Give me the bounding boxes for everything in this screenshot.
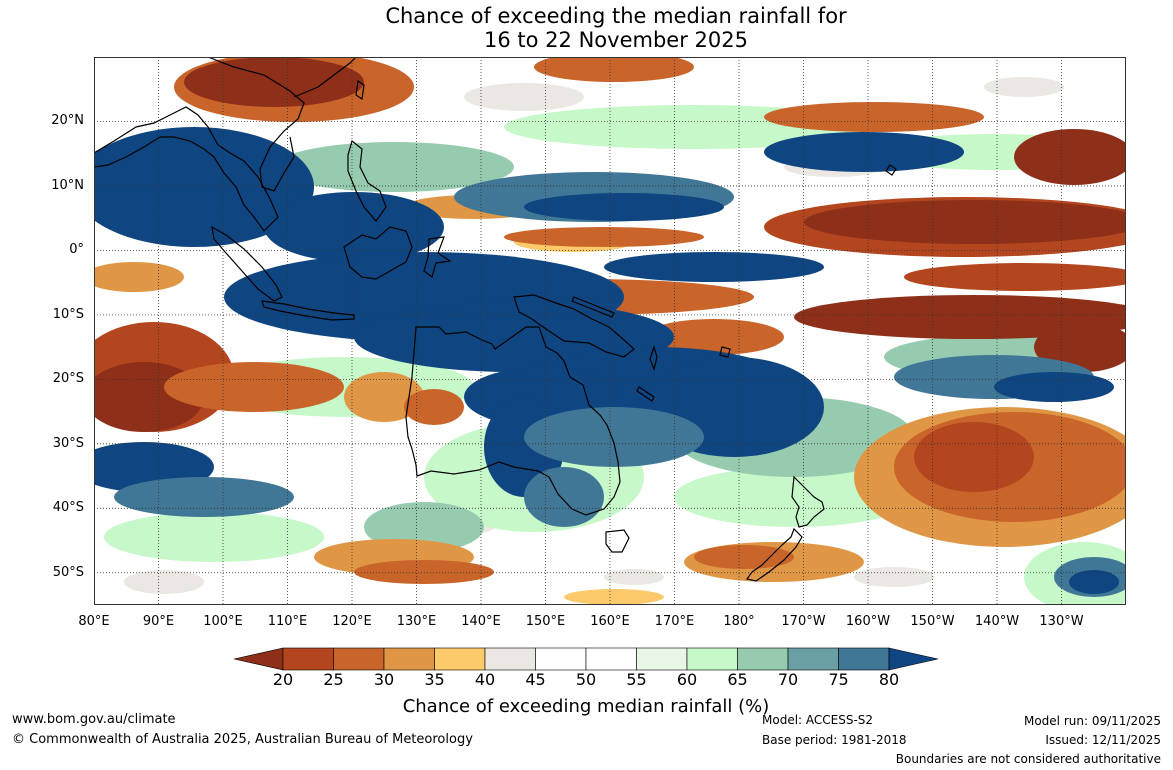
colorbar-title: Chance of exceeding median rainfall (%) — [402, 696, 770, 717]
sumatra-coastline — [211, 225, 283, 302]
colorbar-tick-label: 65 — [727, 670, 748, 689]
dry-patches — [94, 57, 1126, 605]
colorbar-tick-label: 55 — [626, 670, 647, 689]
latitude-label: 10°S — [52, 306, 84, 322]
rainfall-probability-map — [94, 57, 1126, 605]
title-line-2: 16 to 22 November 2025 — [484, 28, 748, 52]
longitude-label: 180° — [723, 614, 755, 629]
coastlines — [94, 57, 897, 582]
latitude-label: 20°N — [51, 113, 84, 129]
latitude-label: 40°S — [52, 500, 84, 516]
longitude-label: 160°E — [590, 614, 630, 629]
longitude-label: 80°E — [78, 614, 110, 629]
longitude-label: 150°E — [525, 614, 566, 629]
colorbar-segment — [484, 647, 536, 671]
longitude-label: 110°E — [267, 614, 308, 629]
base-period: Base period: 1981-2018 — [762, 733, 907, 747]
rainfall-shading — [94, 57, 1126, 605]
latitude-label: 0° — [69, 242, 84, 258]
longitude-label: 160°W — [845, 614, 891, 629]
title-line-1: Chance of exceeding the median rainfall … — [385, 4, 847, 28]
latitude-label: 50°S — [52, 564, 84, 580]
longitude-label: 120°E — [332, 614, 372, 629]
borneo-coastline — [343, 226, 413, 280]
model-run-date: Model run: 09/11/2025 — [1023, 714, 1161, 728]
map-frame — [94, 57, 1126, 605]
longitude-label: 170°E — [654, 614, 695, 629]
colorbar-tick-label: 75 — [828, 670, 849, 689]
colorbar-segment — [636, 647, 688, 671]
indochina-coastline — [207, 57, 305, 192]
colorbar-tick-label: 40 — [474, 670, 496, 689]
colorbar-tick-label: 20 — [272, 670, 294, 689]
longitude-label: 170°W — [781, 614, 826, 629]
sulawesi-coastline — [423, 236, 452, 279]
longitude-label: 90°E — [142, 614, 175, 629]
new-zealand-north-island-coastline — [791, 475, 825, 528]
hawaii-coastline — [885, 164, 897, 176]
new-guinea-coastline — [513, 294, 635, 358]
colorbar-segment — [686, 647, 738, 671]
fiji-coastline — [719, 346, 731, 358]
china-coastline — [293, 57, 357, 98]
colorbar-under-triangle — [233, 647, 284, 671]
colorbar-segment — [333, 647, 385, 671]
latitude-label: 20°S — [52, 371, 84, 387]
latitude-label: 30°S — [52, 435, 84, 451]
colorbar-tick-label: 25 — [323, 670, 344, 689]
vanuatu-coastline — [649, 345, 658, 371]
copyright-text: © Commonwealth of Australia 2025, Austra… — [12, 732, 473, 747]
colorbar — [233, 647, 939, 671]
model-name: Model: ACCESS-S2 — [762, 713, 874, 727]
longitude-label: 130°E — [396, 614, 437, 629]
asia-mainland-coastline — [94, 106, 279, 232]
new-zealand-south-island-coastline — [745, 527, 803, 582]
colorbar-segment — [737, 647, 789, 671]
latitude-label: 10°N — [51, 177, 84, 193]
colorbar-segment — [585, 647, 637, 671]
longitude-label: 140°E — [461, 614, 501, 629]
colorbar-tick-label: 60 — [676, 670, 698, 689]
boundaries-disclaimer: Boundaries are not considered authoritat… — [895, 752, 1161, 766]
colorbar-segment — [838, 647, 890, 671]
colorbar-tick-label: 50 — [575, 670, 597, 689]
new-caledonia-coastline — [636, 386, 655, 402]
colorbar-tick-label: 70 — [777, 670, 799, 689]
longitude-label: 140°W — [974, 614, 1020, 629]
solomon-islands-coastline — [571, 296, 615, 318]
colorbar-segment — [383, 647, 435, 671]
colorbar-segment — [535, 647, 587, 671]
colorbar-tick-label: 80 — [878, 670, 900, 689]
longitude-label: 100°E — [203, 614, 243, 629]
tasmania-coastline — [605, 529, 630, 553]
chart-title: Chance of exceeding the median rainfall … — [0, 4, 1173, 52]
philippines-coastline — [347, 139, 387, 222]
longitude-label: 130°W — [1039, 614, 1084, 629]
australia-coastline — [405, 326, 621, 516]
colorbar-tick-label: 35 — [424, 670, 445, 689]
colorbar-segment — [787, 647, 839, 671]
issued-date: Issued: 12/11/2025 — [1045, 733, 1161, 747]
website-link[interactable]: www.bom.gov.au/climate — [12, 712, 176, 727]
graticule — [94, 57, 1126, 605]
colorbar-segment — [282, 647, 334, 671]
colorbar-tick-label: 45 — [525, 670, 546, 689]
colorbar-tick-label: 30 — [373, 670, 395, 689]
colorbar-segment — [434, 647, 486, 671]
colorbar-over-triangle — [888, 647, 939, 671]
java-coastline — [261, 300, 355, 321]
longitude-label: 150°W — [910, 614, 955, 629]
taiwan-coastline — [355, 79, 365, 101]
